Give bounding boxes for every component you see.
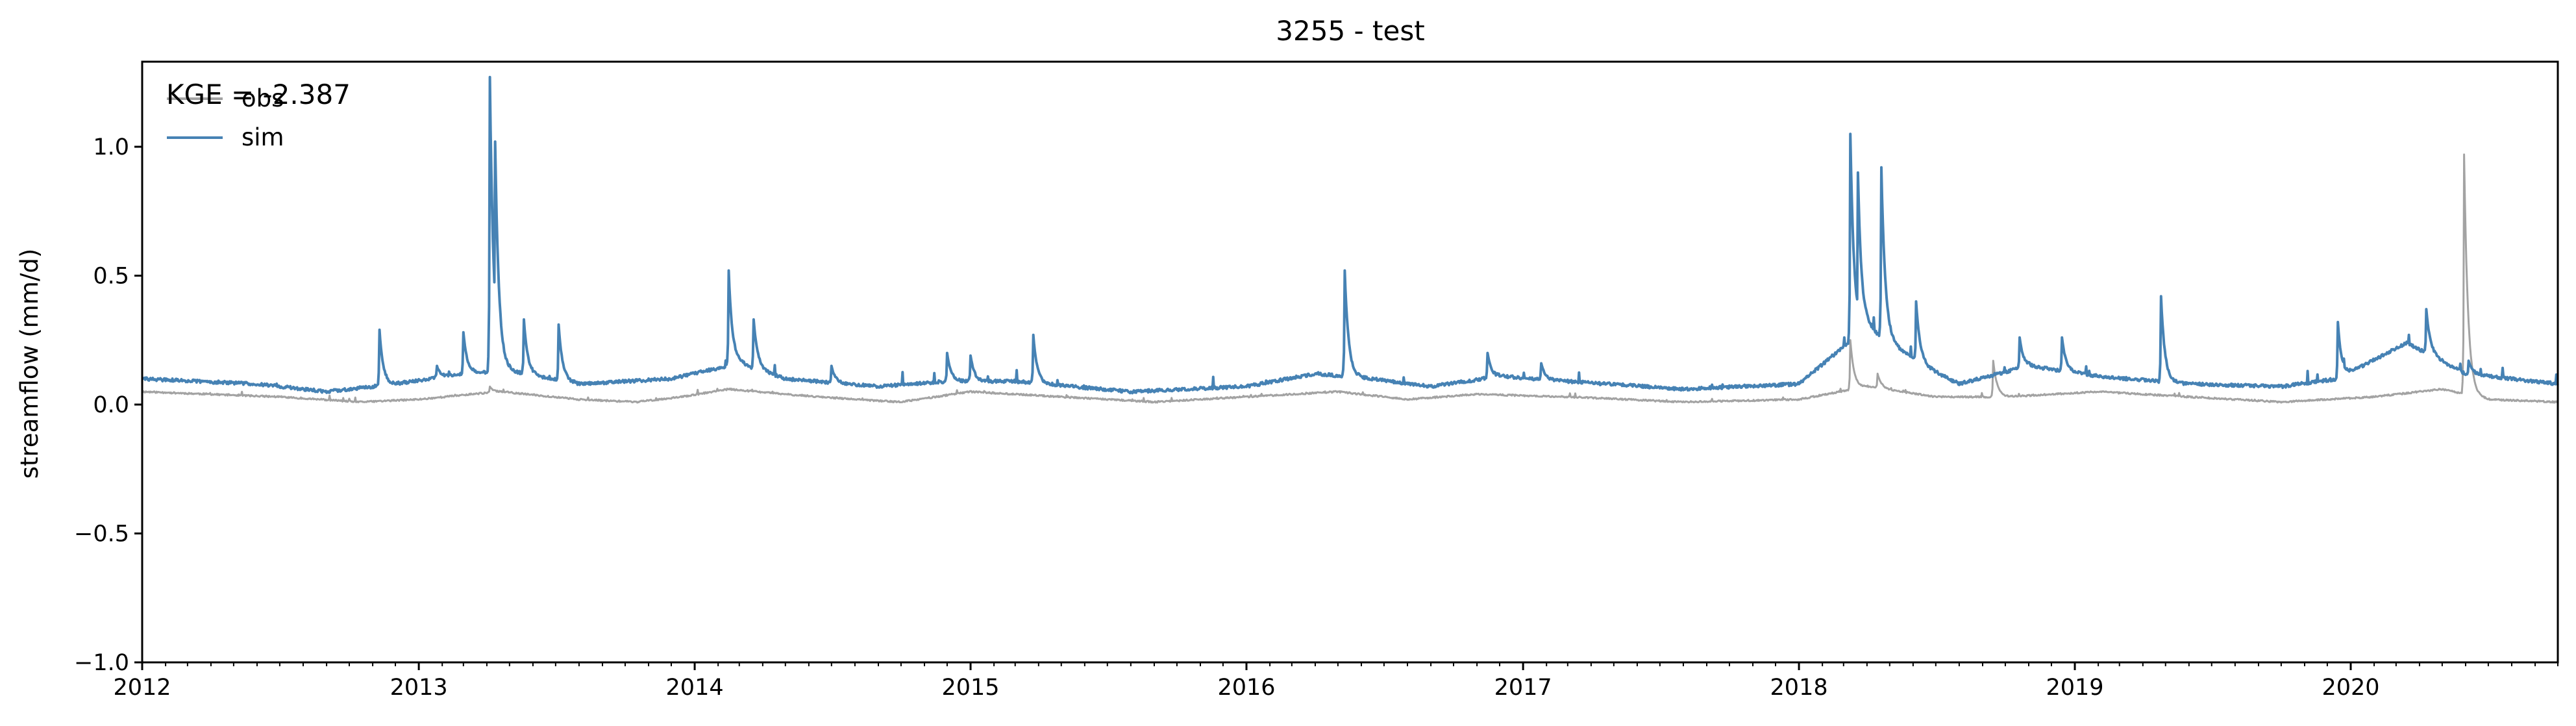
x-axis: 2012 2013 2014 2015 2016 2017 2018 2019 2020 (113, 662, 2558, 701)
series-line-obs (142, 153, 2559, 404)
x-tick-label: 2020 (2322, 675, 2379, 701)
x-tick-label: 2014 (666, 675, 724, 701)
legend: obs sim (167, 84, 284, 151)
x-tick-label: 2013 (390, 675, 448, 701)
series-line-sim (141, 75, 2559, 395)
plot-area (141, 60, 2559, 664)
legend-label-sim: sim (242, 123, 284, 151)
x-tick-label: 2018 (1770, 675, 1828, 701)
x-tick-label: 2012 (113, 675, 171, 701)
y-axis: −1.0 −0.5 0.0 0.5 1.0 (74, 134, 142, 676)
y-axis-label: streamflow (mm/d) (16, 249, 43, 479)
x-tick-label: 2015 (941, 675, 999, 701)
x-tick-label: 2017 (1494, 675, 1552, 701)
plot-frame (141, 60, 2559, 664)
y-tick-label: −1.0 (74, 650, 129, 676)
kge-annotation: KGE = -2.387 (166, 79, 351, 110)
y-tick-label: 1.0 (93, 134, 129, 160)
x-tick-label: 2016 (1217, 675, 1275, 701)
series-layer (141, 75, 2559, 404)
y-tick-label: 0.5 (93, 264, 129, 290)
y-tick-label: −0.5 (74, 521, 129, 547)
y-tick-label: 0.0 (93, 392, 129, 418)
x-tick-label: 2019 (2046, 675, 2103, 701)
chart-title: 3255 - test (1276, 15, 1424, 47)
legend-label-obs: obs (242, 84, 284, 112)
